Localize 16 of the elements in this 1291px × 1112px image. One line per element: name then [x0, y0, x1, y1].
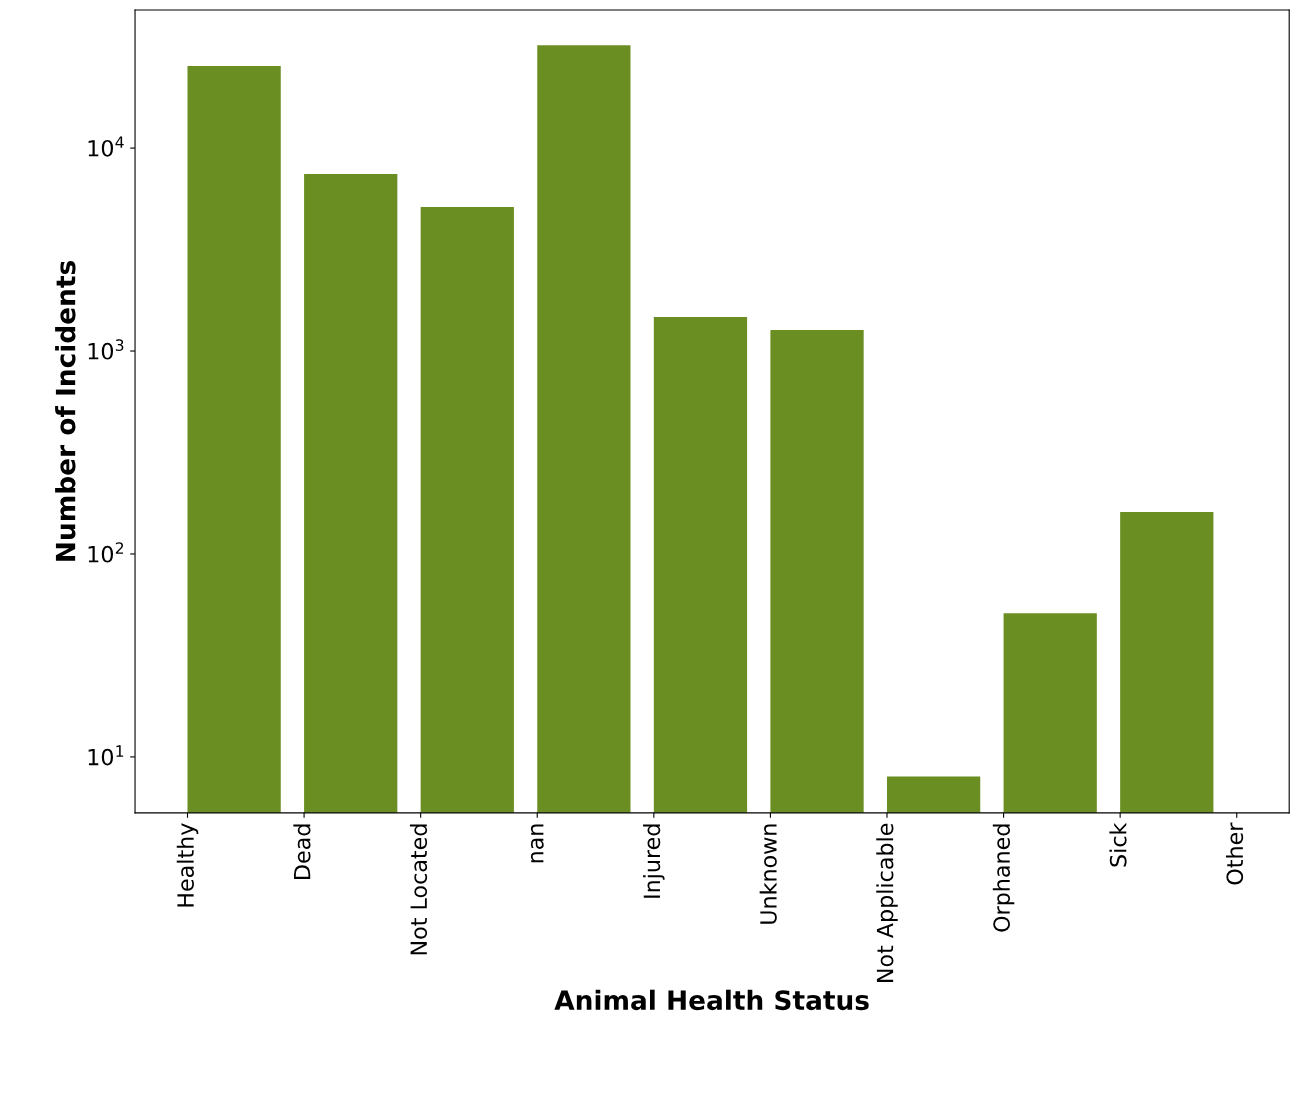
x-tick-label: nan	[530, 824, 544, 863]
y-axis-title: Number of Incidents	[55, 261, 76, 561]
y-tick-label: 10$^{4}$	[88, 136, 124, 157]
y-tick-label: 10$^{1}$	[88, 745, 124, 766]
x-tick-label: Sick	[1109, 822, 1127, 867]
x-tick-label: Not Applicable	[876, 823, 898, 982]
x-tick-label: Dead	[293, 824, 311, 879]
x-tick-label: Orphaned	[992, 824, 1015, 932]
x-tick-label: Injured	[643, 824, 665, 898]
x-tick-label: Other	[1225, 822, 1244, 885]
x-tick-label: Healthy	[176, 823, 199, 907]
y-tick-label: 10$^{3}$	[88, 339, 124, 360]
x-tick-label: Not Located	[409, 824, 428, 955]
y-tick-label: 10$^{2}$	[88, 542, 124, 563]
x-tick-label: Unknown	[759, 824, 777, 924]
x-axis-title: Animal Health Status	[554, 989, 869, 1011]
